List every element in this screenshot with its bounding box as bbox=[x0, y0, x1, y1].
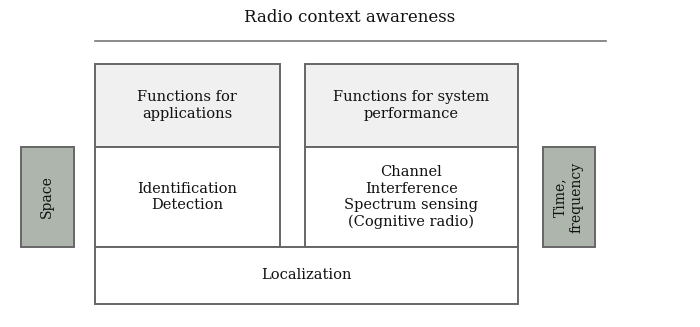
FancyBboxPatch shape bbox=[304, 64, 518, 147]
Text: Channel
Interference
Spectrum sensing
(Cognitive radio): Channel Interference Spectrum sensing (C… bbox=[344, 165, 478, 229]
FancyBboxPatch shape bbox=[94, 247, 518, 304]
Text: Identification
Detection: Identification Detection bbox=[137, 182, 237, 212]
FancyBboxPatch shape bbox=[542, 147, 595, 247]
FancyBboxPatch shape bbox=[94, 147, 280, 247]
Text: Time,
frequency: Time, frequency bbox=[554, 162, 584, 232]
FancyBboxPatch shape bbox=[21, 147, 74, 247]
Text: Functions for
applications: Functions for applications bbox=[137, 90, 237, 121]
FancyBboxPatch shape bbox=[94, 64, 280, 147]
Text: Localization: Localization bbox=[261, 268, 351, 283]
Text: Radio context awareness: Radio context awareness bbox=[244, 9, 456, 26]
FancyBboxPatch shape bbox=[304, 147, 518, 247]
Text: Functions for system
performance: Functions for system performance bbox=[333, 90, 489, 121]
Text: Space: Space bbox=[41, 176, 55, 218]
